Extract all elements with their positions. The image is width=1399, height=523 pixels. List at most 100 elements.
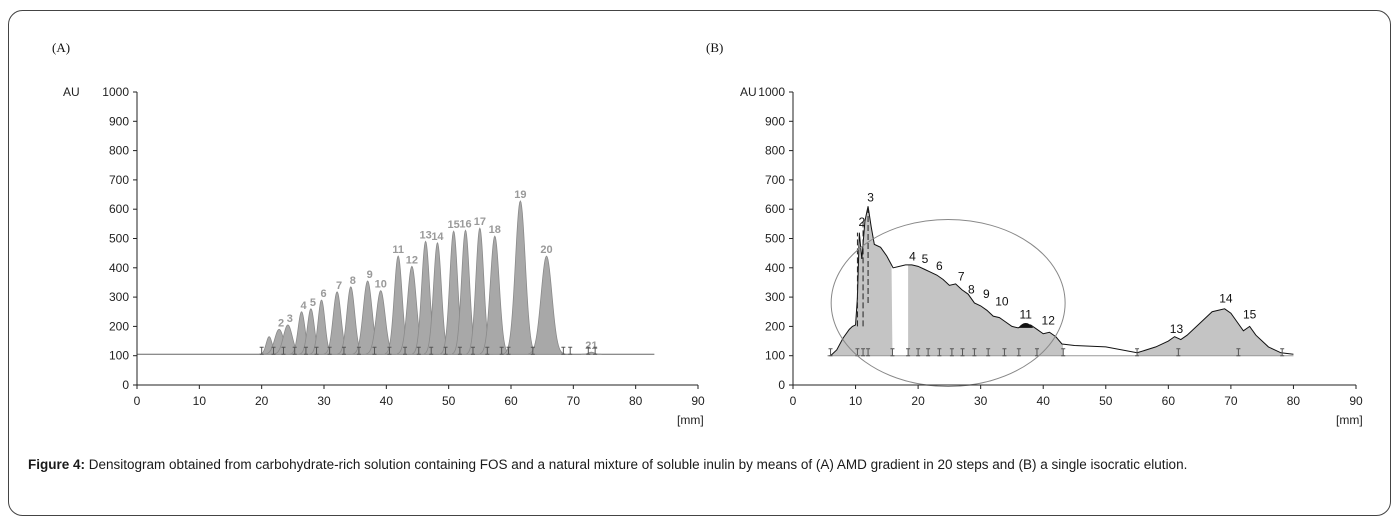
panel-a-x-unit: [mm] [677, 413, 704, 427]
peak-label-3: 3 [287, 313, 293, 325]
integration-marker [593, 346, 598, 355]
peak-label-16: 16 [459, 218, 471, 230]
integration-marker [356, 346, 361, 355]
x-tick-label: 80 [1287, 394, 1301, 408]
y-tick-label: 100 [765, 349, 785, 363]
y-tick-label: 900 [765, 114, 785, 128]
x-tick-label: 50 [442, 394, 456, 408]
integration-marker [960, 348, 965, 357]
x-tick-label: 60 [1162, 394, 1176, 408]
integration-marker [281, 346, 286, 355]
figure-caption: Figure 4: Densitogram obtained from carb… [28, 455, 1378, 474]
x-tick-label: 70 [1224, 394, 1238, 408]
x-tick-label: 0 [134, 394, 141, 408]
y-tick-label: 0 [122, 378, 129, 392]
integration-marker [937, 348, 942, 357]
x-tick-label: 20 [255, 394, 269, 408]
y-tick-label: 300 [109, 290, 129, 304]
y-tick-label: 700 [109, 173, 129, 187]
y-tick-label: 200 [109, 319, 129, 333]
integration-marker [866, 348, 871, 357]
panel-a-label: (A) [52, 40, 70, 55]
integration-marker [1236, 348, 1241, 357]
integration-marker [429, 346, 434, 355]
panel-b-label: (B) [706, 40, 723, 55]
integrated-area [830, 206, 893, 356]
panel-a-axes: 0 100 200 300 400 500 600 700 800 900 1000 0 10 20 30 4… [102, 85, 705, 408]
integration-marker [403, 346, 408, 355]
peak-label-2: 2 [858, 215, 865, 229]
peak-label-4: 4 [909, 249, 916, 263]
integration-marker [416, 346, 421, 355]
integration-marker [861, 348, 866, 357]
integration-marker [1135, 348, 1140, 357]
integration-marker [271, 346, 276, 355]
x-tick-label: 10 [849, 394, 863, 408]
x-tick-label: 80 [629, 394, 643, 408]
integration-marker [470, 346, 475, 355]
y-tick-label: 500 [765, 232, 785, 246]
y-tick-label: 500 [109, 232, 129, 246]
integration-marker [314, 346, 319, 355]
integration-marker [926, 348, 931, 357]
panel-b-trace: 23 4 56 78 9 10 11 12 13 14 15 [827, 190, 1294, 387]
y-tick-label: 0 [778, 378, 785, 392]
x-tick-label: 40 [380, 394, 394, 408]
peak-label-18: 18 [489, 224, 501, 236]
panel-b-axes: 0 100 200 300 400 500 600 700 800 900 1000 0 10 20 30 4… [758, 85, 1363, 408]
peak-label-6: 6 [936, 259, 943, 273]
y-tick-label: 600 [109, 202, 129, 216]
x-tick-label: 70 [567, 394, 581, 408]
y-tick-label: 800 [765, 144, 785, 158]
peak-label-7: 7 [958, 269, 965, 283]
panel-a-y-unit: AU [63, 85, 80, 99]
integration-marker [586, 346, 591, 355]
integration-marker [906, 348, 911, 357]
peak-label-3: 3 [867, 190, 874, 204]
integration-marker [506, 346, 511, 355]
x-tick-label: 10 [193, 394, 207, 408]
integration-marker [561, 346, 566, 355]
peak-label-13: 13 [1170, 322, 1184, 336]
peak-label-13: 13 [419, 229, 431, 241]
peak-label-11: 11 [1019, 307, 1032, 321]
y-tick-label: 200 [765, 319, 785, 333]
y-tick-label: 400 [765, 261, 785, 275]
peak-label-10: 10 [375, 279, 387, 291]
x-tick-label: 90 [1349, 394, 1363, 408]
integration-marker [1061, 348, 1066, 357]
integration-marker [828, 348, 833, 357]
peak-label-21: 21 [585, 340, 597, 352]
peak-18 [479, 235, 510, 355]
peak-20 [528, 255, 565, 355]
peak-label-14: 14 [431, 231, 444, 243]
peak-label-2: 2 [278, 317, 284, 329]
y-tick-label: 800 [109, 144, 129, 158]
integration-marker [303, 346, 308, 355]
peak-label-12: 12 [406, 254, 418, 266]
x-tick-label: 40 [1037, 394, 1051, 408]
x-tick-label: 90 [691, 394, 705, 408]
caption-label: Figure 4: [28, 457, 86, 472]
x-tick-label: 30 [974, 394, 988, 408]
peak-19 [503, 200, 537, 355]
peak-label-12: 12 [1042, 313, 1056, 327]
peak-label-9: 9 [983, 287, 990, 301]
y-tick-label: 300 [765, 290, 785, 304]
peak-label-5: 5 [310, 297, 316, 309]
x-tick-label: 0 [790, 394, 797, 408]
integration-marker [986, 348, 991, 357]
y-tick-label: 400 [109, 261, 129, 275]
integrated-area [1137, 308, 1283, 356]
integration-marker [259, 346, 264, 355]
integration-marker [341, 346, 346, 355]
peak-label-8: 8 [350, 275, 356, 287]
highlight-ellipse [830, 218, 1066, 387]
integration-marker [372, 346, 377, 355]
peak-label-5: 5 [922, 252, 929, 266]
integration-marker [568, 346, 573, 355]
integration-marker [972, 348, 977, 357]
